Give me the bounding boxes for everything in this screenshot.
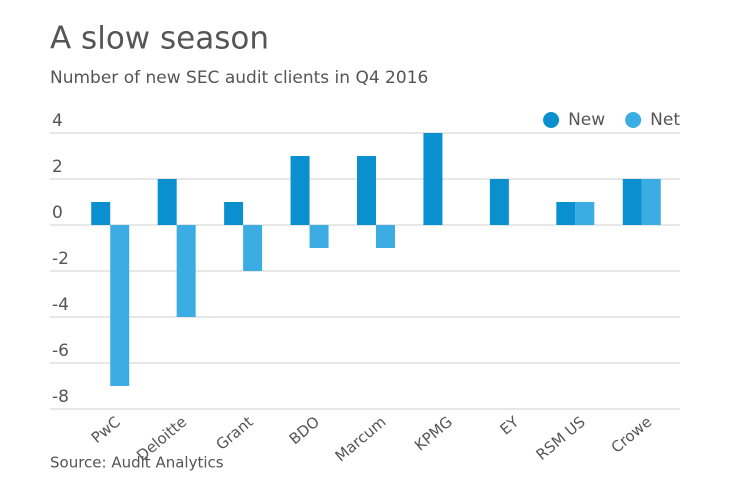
bar	[176, 225, 196, 317]
source-note: Source: Audit Analytics	[50, 454, 224, 472]
bar	[157, 179, 177, 225]
y-tick-label: -2	[52, 249, 69, 269]
bar	[357, 156, 376, 225]
x-tick-label: Marcum	[332, 413, 390, 466]
y-tick-label: -8	[52, 387, 69, 407]
bar	[489, 179, 509, 225]
legend-label: New	[568, 110, 605, 130]
bar	[243, 225, 263, 271]
bar	[91, 202, 111, 225]
bar	[641, 179, 661, 225]
y-tick-label: 2	[52, 157, 63, 177]
bar	[309, 225, 329, 248]
chart-title: A slow season	[50, 21, 269, 57]
y-tick-label: -4	[52, 295, 69, 315]
y-tick-label: 0	[52, 203, 63, 223]
bar	[224, 202, 244, 225]
y-tick-label: -6	[52, 341, 69, 361]
x-tick-label: PwC	[88, 413, 124, 447]
x-tick-label: EY	[497, 412, 523, 438]
x-tick-label: Crowe	[608, 413, 656, 457]
chart-subtitle: Number of new SEC audit clients in Q4 20…	[50, 68, 428, 88]
bar	[423, 133, 443, 225]
y-tick-label: 4	[52, 111, 63, 131]
bar	[376, 225, 395, 248]
x-tick-label: KPMG	[411, 413, 456, 455]
legend-swatch	[625, 112, 642, 128]
bar	[622, 179, 642, 225]
x-tick-label: RSM US	[533, 413, 589, 464]
x-tick-label: BDO	[286, 413, 323, 448]
x-tick-label: Grant	[213, 413, 257, 454]
bar	[575, 202, 595, 225]
legend-swatch	[543, 112, 560, 128]
bar	[556, 202, 576, 225]
bar	[290, 156, 310, 225]
bar	[110, 225, 130, 386]
legend-label: Net	[650, 110, 680, 130]
